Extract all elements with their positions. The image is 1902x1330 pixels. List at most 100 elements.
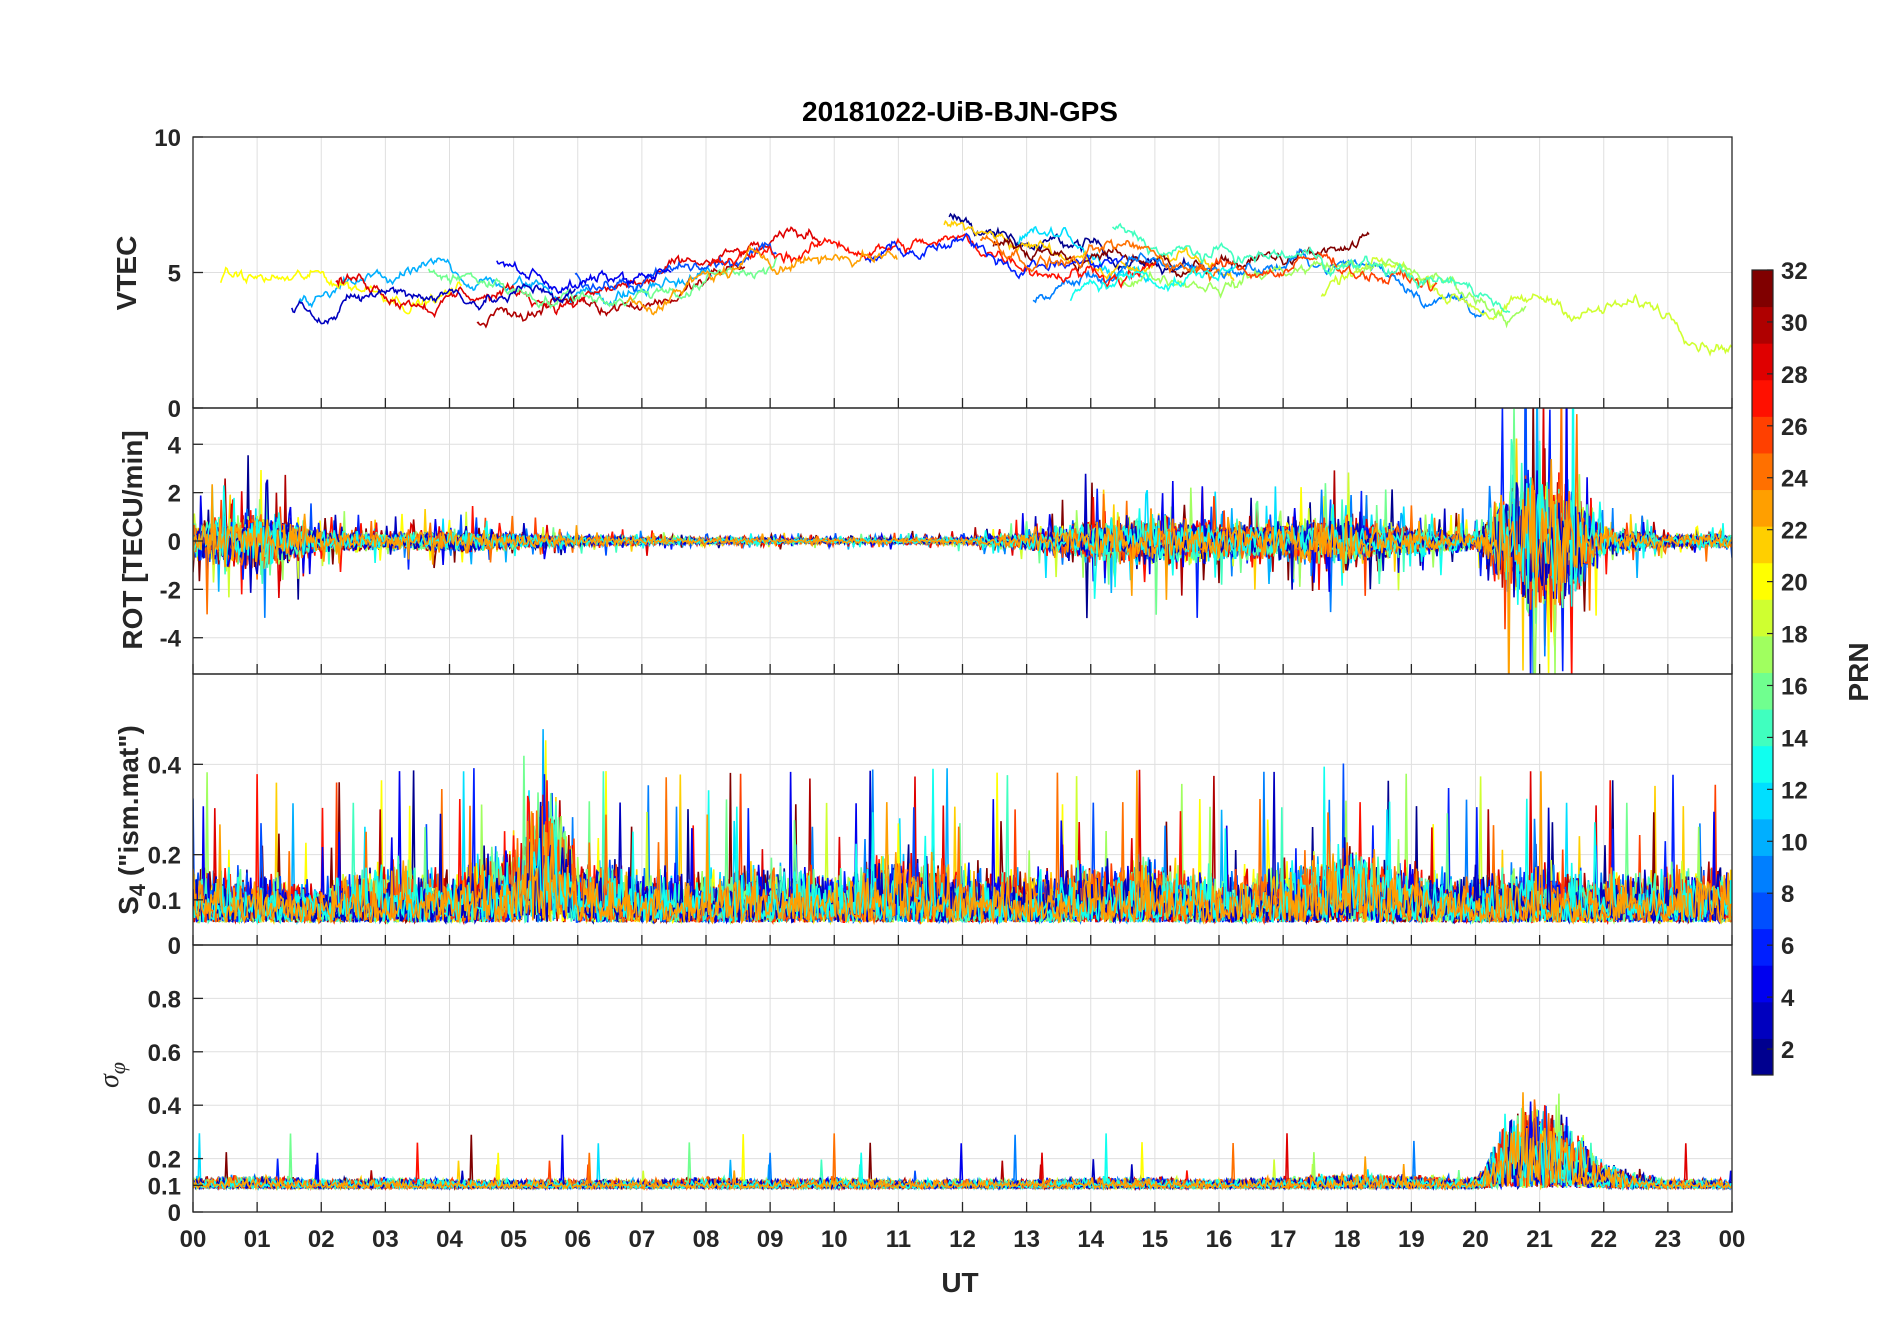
x-tick-label: 22 bbox=[1590, 1226, 1617, 1253]
sigma-phi-ylabel: σφ bbox=[94, 1062, 130, 1088]
vtec-series-line bbox=[1320, 256, 1732, 357]
x-tick-label: 06 bbox=[564, 1226, 591, 1253]
x-tick-label: 00 bbox=[180, 1226, 207, 1253]
vtec-series-line bbox=[496, 260, 672, 295]
chart-title: 20181022-UiB-BJN-GPS bbox=[802, 96, 1118, 127]
sigma_phi-ytick-label: 0.8 bbox=[148, 986, 181, 1013]
x-tick-label: 01 bbox=[244, 1226, 271, 1253]
x-tick-label: 13 bbox=[1013, 1226, 1040, 1253]
s4-ytick-label: 0.1 bbox=[148, 888, 181, 915]
s4-ylabel-main: S bbox=[113, 896, 144, 915]
colorbar-tick-label: 20 bbox=[1781, 570, 1808, 597]
rot-ytick-label: 4 bbox=[168, 432, 182, 459]
s4-series-group bbox=[193, 729, 1732, 926]
x-tick-label: 10 bbox=[821, 1226, 848, 1253]
vtec-series-group bbox=[219, 212, 1732, 357]
colorbar-tick-label: 32 bbox=[1781, 258, 1808, 285]
s4-ytick-label: 0.2 bbox=[148, 843, 181, 870]
colorbar-tick-label: 4 bbox=[1781, 985, 1795, 1012]
colorbar-tick-label: 26 bbox=[1781, 414, 1808, 441]
colorbar-segment bbox=[1752, 782, 1773, 820]
x-tick-label: 07 bbox=[629, 1226, 656, 1253]
colorbar-tick-label: 2 bbox=[1781, 1037, 1794, 1064]
sigma_phi-series-line bbox=[193, 1092, 1732, 1191]
colorbar-segment bbox=[1752, 928, 1773, 966]
x-axis-label: UT bbox=[941, 1267, 978, 1298]
rot-ytick-label: 2 bbox=[168, 481, 181, 508]
vtec-series-line bbox=[625, 244, 898, 316]
sigma-phi-ylabel-sub: φ bbox=[105, 1062, 130, 1074]
s4-ytick-label: 0 bbox=[168, 933, 181, 960]
sigma_phi-ytick-label: 0 bbox=[168, 1200, 181, 1227]
vtec-series-line bbox=[476, 262, 746, 329]
vtec-ytick-label: 10 bbox=[154, 125, 181, 152]
x-tick-label: 14 bbox=[1077, 1226, 1104, 1253]
x-tick-label: 19 bbox=[1398, 1226, 1425, 1253]
x-tick-label: 17 bbox=[1270, 1226, 1297, 1253]
rot-panel: -4 -2 0 2 4 bbox=[160, 407, 1733, 675]
vtec-series-line bbox=[1069, 264, 1237, 302]
rot-ytick-label: -4 bbox=[160, 626, 182, 653]
colorbar-tick-label: 18 bbox=[1781, 622, 1808, 649]
x-tick-label: 09 bbox=[757, 1226, 784, 1253]
colorbar-segment bbox=[1752, 270, 1773, 308]
colorbar-segment bbox=[1752, 745, 1773, 783]
colorbar-tick-label: 24 bbox=[1781, 466, 1808, 493]
colorbar-segment bbox=[1752, 343, 1773, 381]
colorbar-segment bbox=[1752, 892, 1773, 930]
s4-panel: 0 0.1 0.2 0.4 bbox=[148, 673, 1733, 960]
rot-series-group bbox=[193, 408, 1732, 674]
colorbar-frame bbox=[1751, 269, 1774, 1076]
x-tick-label: 05 bbox=[500, 1226, 527, 1253]
vtec-series-line bbox=[427, 257, 777, 310]
vtec-series-line bbox=[1116, 258, 1527, 329]
sigma_phi-ytick-label: 0.4 bbox=[148, 1093, 182, 1120]
vtec-series-line bbox=[1032, 248, 1486, 319]
colorbar-segment bbox=[1752, 379, 1773, 417]
rot-series-line bbox=[193, 458, 1732, 674]
colorbar-segment bbox=[1752, 452, 1773, 491]
x-tick-label: 18 bbox=[1334, 1226, 1361, 1253]
rot-ytick-label: -2 bbox=[160, 577, 181, 604]
colorbar-segment bbox=[1752, 306, 1773, 344]
rot-ytick-label: 0 bbox=[168, 529, 181, 556]
rot-ylabel: ROT [TECU/min] bbox=[117, 430, 148, 649]
s4-series-line bbox=[193, 770, 1732, 925]
vtec-series-line bbox=[1017, 225, 1150, 284]
vtec-ylabel: VTEC bbox=[111, 236, 142, 311]
colorbar-tick-label: 16 bbox=[1781, 673, 1808, 700]
vtec-series-line bbox=[707, 233, 1157, 289]
x-tick-label: 12 bbox=[949, 1226, 976, 1253]
colorbar-segment bbox=[1752, 599, 1773, 637]
vtec-series-line bbox=[1111, 222, 1511, 314]
colorbar-tick-label: 30 bbox=[1781, 310, 1808, 337]
s4-ylabel-rest: ("ism.mat") bbox=[113, 725, 144, 884]
colorbar-segment bbox=[1752, 709, 1773, 747]
x-tick-label: 20 bbox=[1462, 1226, 1489, 1253]
x-tick-label: 11 bbox=[886, 1226, 911, 1253]
sigma_phi-ytick-label: 0.1 bbox=[148, 1173, 181, 1200]
x-tick-label: 15 bbox=[1142, 1226, 1169, 1253]
x-tick-label: 02 bbox=[308, 1226, 335, 1253]
colorbar-segment bbox=[1752, 489, 1773, 527]
sigma_phi-ytick-label: 0.6 bbox=[148, 1040, 181, 1067]
x-tick-label: 16 bbox=[1206, 1226, 1233, 1253]
x-tick-label: 00 bbox=[1719, 1226, 1746, 1253]
vtec-series-line bbox=[219, 266, 463, 315]
sigma-phi-ylabel-sym: σ bbox=[94, 1073, 125, 1088]
vtec-series-line bbox=[943, 219, 1235, 281]
colorbar-tick-label: 12 bbox=[1781, 777, 1808, 804]
sigma_phi-ytick-label: 0.2 bbox=[148, 1147, 181, 1174]
colorbar-segment bbox=[1752, 526, 1773, 564]
colorbar-tick-label: 28 bbox=[1781, 362, 1808, 389]
colorbar-segment bbox=[1752, 416, 1773, 454]
x-tick-label: 21 bbox=[1526, 1226, 1553, 1253]
sigma_phi-panel: 00.10.2 0.4 0.6 0.8 bbox=[148, 944, 1733, 1227]
sigma_phi-series-group bbox=[193, 1092, 1732, 1192]
vtec-series-line bbox=[979, 234, 1221, 283]
vtec-panel: 0 5 10 bbox=[154, 125, 1733, 423]
colorbar-label: PRN bbox=[1843, 642, 1874, 701]
